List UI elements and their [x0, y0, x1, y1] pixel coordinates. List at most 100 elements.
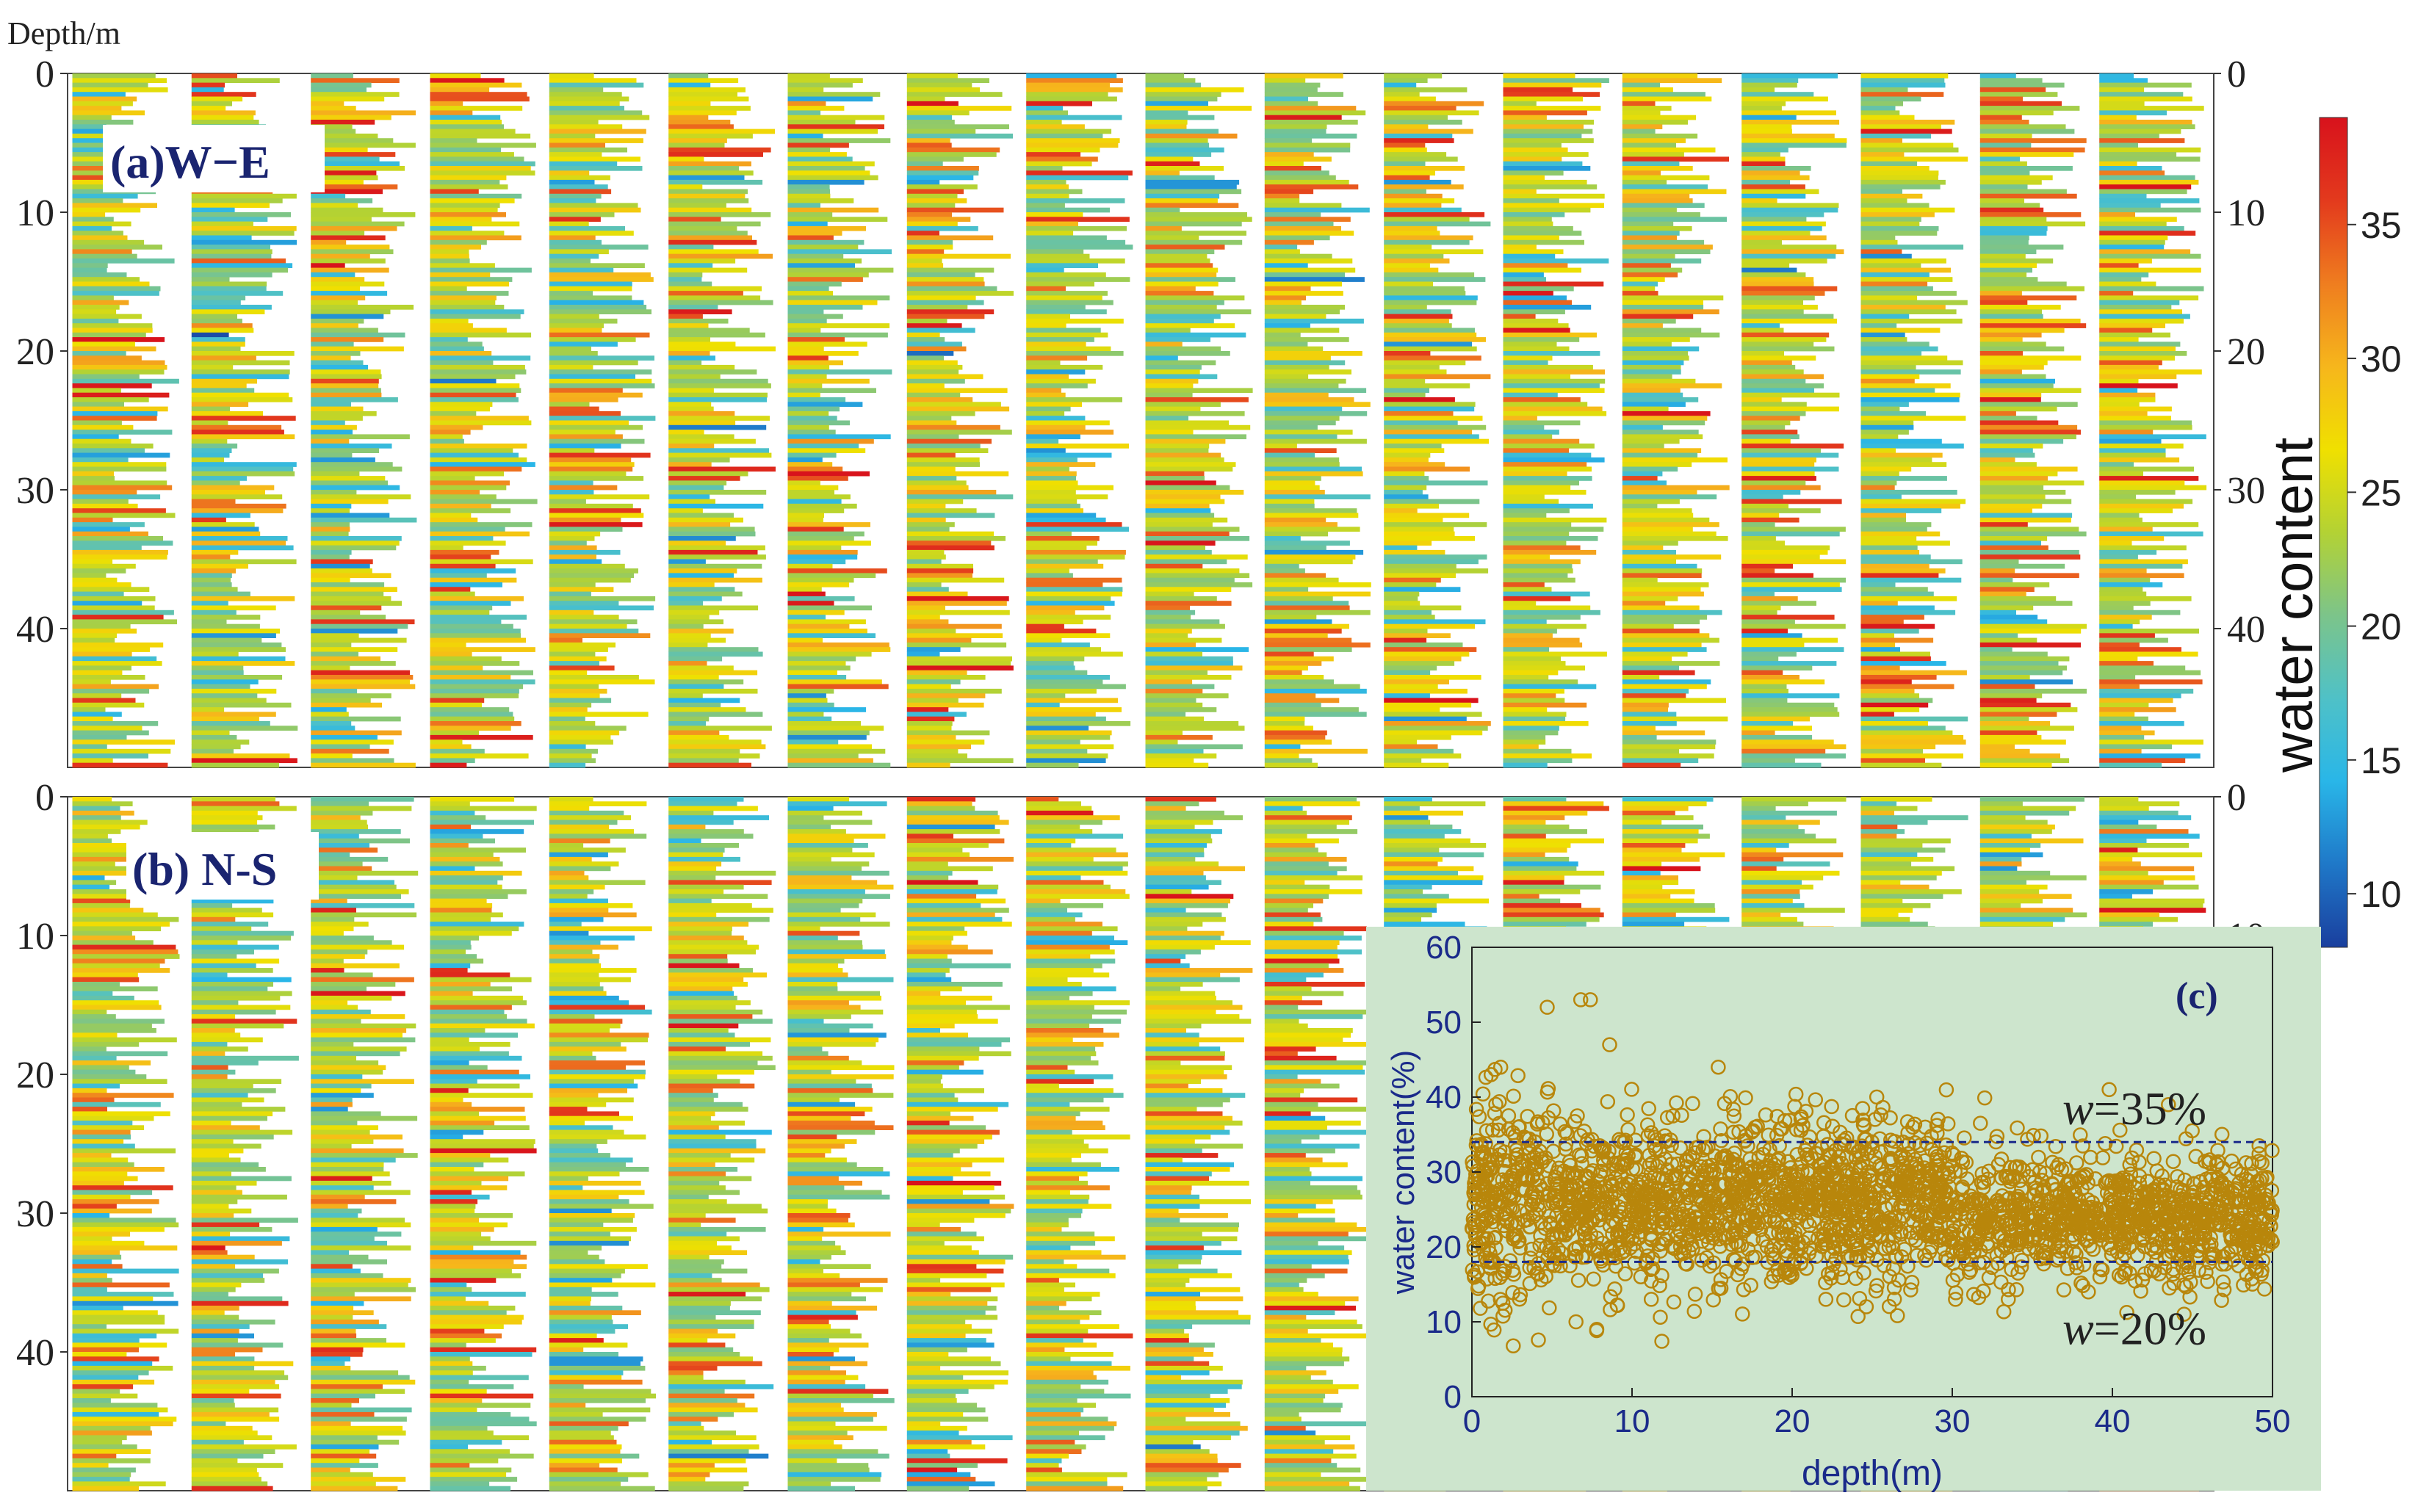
depth-segment [191, 1389, 250, 1395]
depth-segment [311, 730, 402, 736]
depth-segment [668, 1065, 776, 1071]
depth-segment [549, 806, 590, 811]
depth-segment [72, 490, 137, 495]
depth-segment [549, 1019, 623, 1024]
depth-segment [72, 1153, 112, 1158]
depth-segment [2099, 207, 2201, 213]
depth-segment [430, 1389, 487, 1395]
depth-segment [1860, 629, 1919, 634]
depth-segment [430, 647, 535, 652]
depth-segment [668, 545, 765, 551]
depth-segment [668, 875, 716, 880]
depth-segment [72, 1125, 145, 1130]
depth-segment [1145, 661, 1233, 666]
depth-segment [549, 1278, 613, 1283]
depth-segment [668, 1153, 731, 1158]
depth-segment [549, 231, 634, 236]
depth-segment [668, 203, 726, 209]
depth-segment [906, 402, 1001, 407]
depth-segment [1979, 527, 2079, 532]
depth-segment [1741, 875, 1824, 880]
depth-segment [1622, 420, 1705, 426]
depth-segment [1026, 1014, 1092, 1019]
depth-segment [549, 587, 614, 592]
depth-segment [668, 286, 762, 292]
depth-segment [668, 1361, 762, 1367]
depth-segment [668, 940, 748, 945]
depth-segment [430, 1014, 508, 1019]
depth-segment [191, 758, 297, 764]
depth-segment [2099, 452, 2166, 458]
depth-segment [1622, 392, 1683, 398]
depth-segment [1026, 1393, 1131, 1399]
depth-segment [668, 968, 754, 973]
depth-segment [906, 1129, 1000, 1135]
depth-segment [668, 1240, 717, 1246]
depth-segment [72, 1384, 134, 1389]
depth-segment [1145, 235, 1199, 241]
depth-segment [2099, 378, 2139, 384]
depth-segment [1860, 110, 1900, 116]
depth-segment [311, 1365, 351, 1371]
depth-segment [906, 207, 1004, 213]
depth-segment [1741, 499, 1842, 504]
depth-segment [311, 392, 382, 398]
depth-segment [1622, 193, 1690, 199]
depth-segment [787, 364, 830, 370]
depth-segment [1741, 101, 1786, 106]
depth-segment [1979, 207, 2044, 213]
depth-segment [787, 712, 824, 717]
depth-segment [906, 995, 992, 1001]
depth-segment [311, 198, 373, 203]
depth-segment [906, 1296, 998, 1302]
depth-segment [430, 235, 521, 241]
depth-segment [1384, 452, 1431, 458]
depth-segment [1264, 930, 1344, 936]
depth-segment [1741, 615, 1835, 620]
depth-segment [72, 364, 167, 370]
depth-segment [1264, 87, 1318, 93]
depth-segment [668, 894, 768, 899]
depth-segment [787, 577, 854, 583]
depth-segment [311, 605, 382, 611]
depth-segment [1503, 647, 1549, 652]
depth-segment [906, 494, 1014, 499]
depth-segment [311, 1398, 359, 1403]
depth-segment [1145, 1273, 1232, 1278]
depth-segment [1503, 184, 1598, 189]
depth-segment [1026, 1236, 1115, 1242]
depth-segment [1026, 716, 1106, 722]
depth-segment [1264, 1435, 1351, 1441]
depth-segment [430, 912, 503, 918]
depth-segment [1264, 1055, 1337, 1061]
depth-segment [787, 430, 836, 435]
depth-segment [549, 78, 637, 83]
depth-segment [668, 1208, 768, 1214]
depth-segment [2099, 203, 2161, 209]
depth-segment [549, 758, 596, 764]
depth-segment [668, 1037, 771, 1043]
depth-segment [191, 949, 254, 955]
depth-segment [1026, 1115, 1076, 1121]
depth-segment [2099, 702, 2149, 708]
depth-segment [191, 1296, 283, 1302]
depth-segment [787, 801, 887, 806]
depth-segment [549, 73, 594, 79]
depth-segment [549, 1342, 628, 1348]
depth-segment [191, 1226, 272, 1232]
depth-segment [1384, 517, 1443, 523]
depth-segment [430, 949, 466, 955]
depth-segment [549, 1023, 621, 1029]
depth-segment [549, 286, 632, 292]
depth-segment [311, 815, 361, 820]
depth-segment [549, 1065, 626, 1071]
depth-segment [2099, 346, 2176, 352]
depth-segment [1860, 410, 1927, 416]
depth-segment [2099, 323, 2165, 328]
depth-segment [430, 462, 535, 467]
depth-segment [191, 1407, 279, 1413]
depth-segment [1026, 605, 1105, 611]
depth-segment [311, 184, 398, 189]
depth-segment [1145, 1398, 1230, 1403]
depth-segment [1145, 397, 1249, 402]
